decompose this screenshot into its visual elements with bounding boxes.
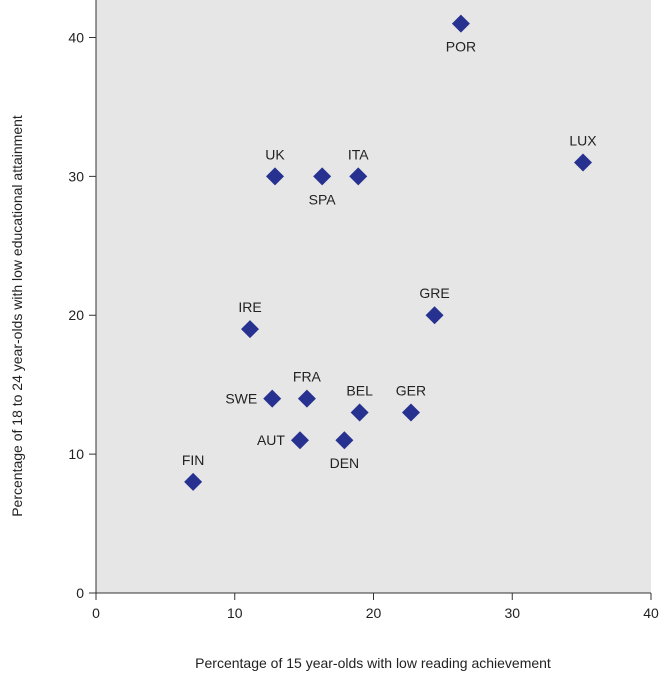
point-label-uk: UK	[265, 146, 285, 162]
data-point-swe	[263, 389, 282, 408]
x-tick-label: 0	[92, 605, 100, 621]
point-label-lux: LUX	[569, 132, 597, 148]
x-tick-label: 10	[227, 605, 243, 621]
point-label-por: POR	[446, 39, 476, 55]
point-label-spa: SPA	[309, 191, 337, 207]
point-label-bel: BEL	[346, 382, 373, 398]
point-label-ire: IRE	[238, 299, 261, 315]
data-point-lux	[574, 153, 593, 172]
point-label-fin: FIN	[182, 452, 205, 468]
y-tick-label: 40	[68, 29, 84, 45]
data-point-gre	[425, 306, 444, 325]
y-tick-label: 30	[68, 168, 84, 184]
data-point-aut	[290, 431, 309, 450]
x-tick-label: 40	[643, 605, 659, 621]
point-label-swe: SWE	[225, 391, 257, 407]
point-label-aut: AUT	[257, 432, 285, 448]
x-tick-label: 30	[504, 605, 520, 621]
y-tick-label: 10	[68, 446, 84, 462]
data-point-fra	[297, 389, 316, 408]
point-label-den: DEN	[330, 455, 360, 471]
data-point-ita	[349, 167, 368, 186]
y-axis-title: Percentage of 18 to 24 year-olds with lo…	[9, 115, 25, 517]
point-label-fra: FRA	[293, 369, 322, 385]
data-points: FIN AUT DEN SWE FRA BEL GER IRE GRE UK SPA ITA LUX PO…	[182, 14, 597, 491]
y-tick-label: 0	[76, 585, 84, 601]
x-axis-title: Percentage of 15 year-olds with low read…	[195, 655, 551, 671]
point-label-ita: ITA	[348, 146, 369, 162]
data-point-por	[451, 14, 470, 33]
data-point-uk	[265, 167, 284, 186]
point-label-gre: GRE	[419, 285, 449, 301]
data-point-bel	[350, 403, 369, 422]
data-point-den	[335, 431, 354, 450]
data-point-fin	[184, 472, 203, 491]
x-tick-label: 20	[366, 605, 382, 621]
plot-area	[96, 0, 651, 593]
y-tick-label: 20	[68, 307, 84, 323]
point-label-ger: GER	[396, 382, 426, 398]
axes: 0 10 20 30 40 0 10 20 30 40	[68, 0, 659, 621]
data-point-ire	[241, 320, 260, 339]
data-point-spa	[313, 167, 332, 186]
data-point-ger	[401, 403, 420, 422]
